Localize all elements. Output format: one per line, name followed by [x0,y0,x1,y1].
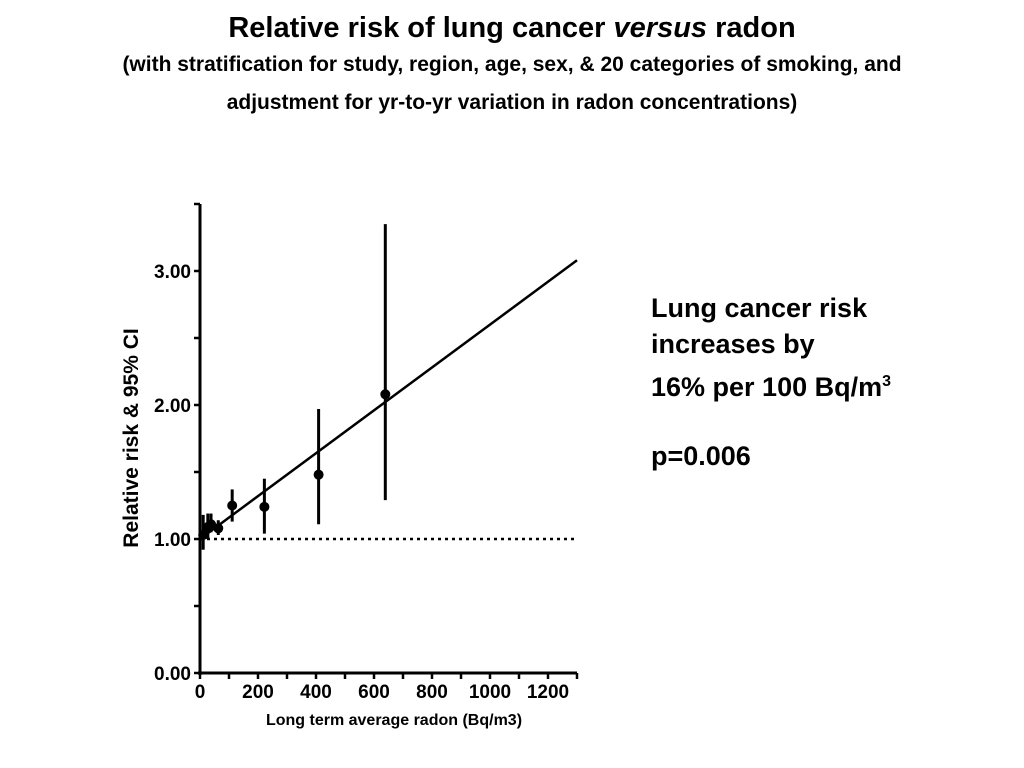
p-value: p=0.006 [651,441,751,471]
data-point [380,389,391,400]
fit-line [199,259,578,541]
x-tick-label: 600 [358,682,390,703]
note-superscript: 3 [882,373,892,390]
data-point [313,469,324,480]
note-line-2: increases by [651,329,815,359]
title-text-end: radon [707,12,796,44]
x-axis-label: Long term average radon (Bq/m3) [266,712,522,729]
slide-title: Relative risk of lung cancer versus rado… [0,12,1024,45]
data-point [259,501,270,512]
note-line-3: 16% per 100 Bq/m3 [651,363,891,406]
y-tick-label: 1.00 [154,530,191,551]
data-point [213,523,224,534]
x-tick-label: 800 [416,682,448,703]
x-tick-label: 1000 [469,682,511,703]
x-tick-label: 200 [242,682,274,703]
x-tick-label: 400 [300,682,332,703]
y-tick-label: 0.00 [154,664,191,685]
y-axis-label: Relative risk & 95% CI [120,328,143,547]
note-line-1: Lung cancer risk [651,293,868,323]
subtitle-line-1: (with stratification for study, region, … [122,53,902,76]
x-tick-label: 0 [195,682,206,703]
y-tick-label: 2.00 [154,396,191,417]
note-text: 16% per 100 Bq/m [651,372,883,402]
y-tick-label: 3.00 [154,262,191,283]
title-text: Relative risk of lung cancer [228,12,614,44]
title-italic: versus [613,12,708,44]
marks [198,224,578,550]
axes: 0.00 1.00 2.00 3.00 0 200 400 600 800 1000 1200 [154,202,579,703]
data-point [227,500,238,511]
data-point [198,529,209,540]
x-tick-label: 1200 [527,682,569,703]
subtitle-line-2: adjustment for yr-to-yr variation in rad… [226,91,798,114]
